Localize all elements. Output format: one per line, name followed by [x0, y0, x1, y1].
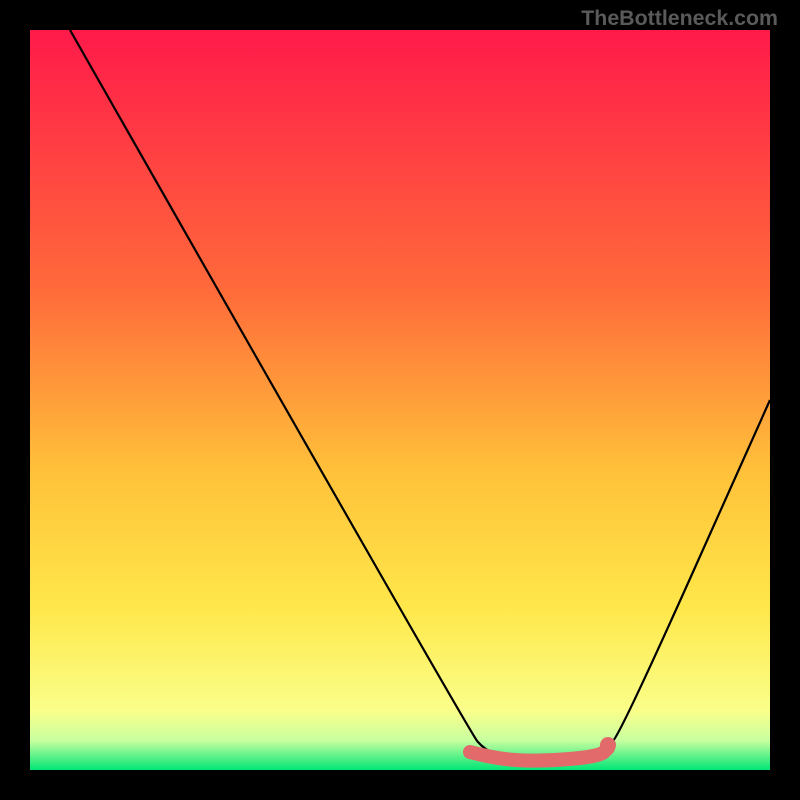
plot-svg — [0, 0, 800, 800]
optimal-range-segment — [470, 748, 608, 761]
chart-container: TheBottleneck.com — [0, 0, 800, 800]
bottleneck-curve — [70, 30, 770, 759]
optimal-range-end-dot — [600, 737, 616, 753]
